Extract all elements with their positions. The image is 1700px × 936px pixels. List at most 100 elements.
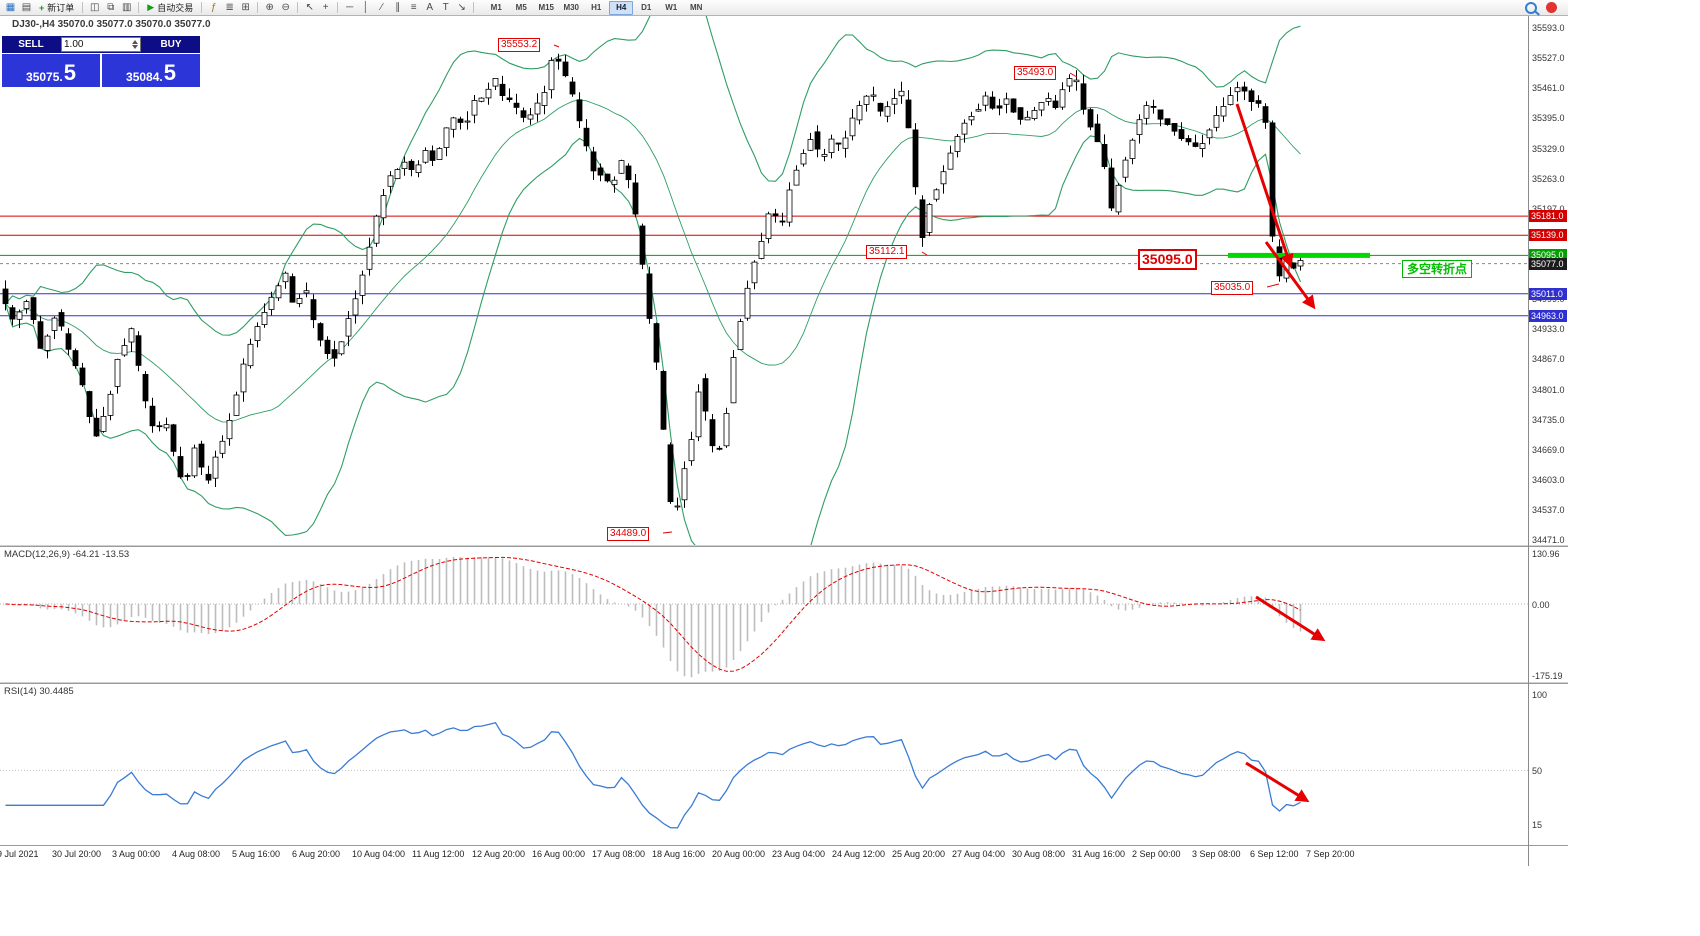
time-axis-label: 16 Aug 00:00 bbox=[532, 849, 586, 859]
price-label[interactable]: 35095.0 bbox=[1138, 249, 1197, 270]
rsi-panel[interactable]: RSI(14) 30.4485 bbox=[0, 684, 1528, 845]
app-icon[interactable]: ▦ bbox=[5, 2, 16, 13]
price-axis-tick: 34669.0 bbox=[1532, 444, 1565, 455]
indicators-icon[interactable]: ƒ bbox=[210, 2, 217, 13]
volume-input[interactable]: 1.00 bbox=[61, 37, 141, 52]
price-label[interactable]: 35035.0 bbox=[1211, 281, 1254, 295]
price-label[interactable]: 34489.0 bbox=[607, 527, 650, 541]
price-label[interactable]: 35553.2 bbox=[498, 38, 541, 52]
timeframe-m1-button[interactable]: M1 bbox=[490, 3, 502, 12]
time-axis: 29 Jul 2021 30 Jul 20:00 3 Aug 00:00 4 Aug … bbox=[0, 846, 1528, 866]
cursor-icon[interactable]: ↖ bbox=[305, 2, 314, 13]
auto-trading-button[interactable]: ▶ 自动交易 bbox=[143, 1, 197, 14]
rsi-trend-arrow[interactable] bbox=[1245, 761, 1310, 803]
window-tile-icon[interactable]: ◫ bbox=[90, 2, 100, 13]
macd-canvas[interactable] bbox=[0, 547, 1528, 682]
rsi-label: RSI(14) 30.4485 bbox=[4, 686, 74, 697]
profiles-icon[interactable]: ▥ bbox=[122, 2, 132, 13]
buy-price[interactable]: 35084. 5 bbox=[102, 54, 200, 87]
timeframe-w1-button[interactable]: W1 bbox=[665, 3, 678, 12]
timeframe-m5-button[interactable]: M5 bbox=[515, 3, 527, 12]
horizontal-line-icon[interactable]: ─ bbox=[346, 2, 354, 13]
time-axis-label: 25 Aug 20:00 bbox=[892, 849, 946, 859]
trendline-icon[interactable]: ∕ bbox=[380, 2, 383, 13]
timeframe-m15-button[interactable]: M15 bbox=[538, 3, 554, 12]
buy-price-big: 5 bbox=[163, 60, 176, 85]
timeframe-h4-button[interactable]: H4 bbox=[609, 0, 634, 15]
volume-spinner[interactable] bbox=[132, 40, 138, 49]
macd-trend-arrow[interactable] bbox=[1255, 595, 1326, 642]
price-axis-tick: 34537.0 bbox=[1532, 505, 1565, 516]
toolbar-separator bbox=[473, 2, 475, 13]
volume-down-icon[interactable] bbox=[132, 45, 138, 49]
time-axis-label: 27 Aug 04:00 bbox=[952, 849, 1006, 859]
macd-histogram bbox=[11, 556, 1302, 678]
price-axis-tick: 35593.0 bbox=[1532, 23, 1565, 33]
toolbar-separator bbox=[82, 2, 84, 13]
zoom-out-icon[interactable]: ⊖ bbox=[281, 2, 290, 13]
mt4-window: ▦ ▤ + 新订单 ◫ ⧉ ▥ ▶ 自动交易 ƒ ≣ ⊞ ⊕ ⊖ ↖ + ─ │ ∕ ∥ ≡ A T ↘ M1 M5 M15 M30 H… bbox=[0, 0, 1568, 866]
price-axis-tick: 34933.0 bbox=[1532, 324, 1565, 335]
channel-icon[interactable]: ∥ bbox=[395, 2, 401, 13]
notification-badge-icon[interactable] bbox=[1546, 2, 1557, 13]
volume-up-icon[interactable] bbox=[132, 40, 138, 44]
time-axis-label: 10 Aug 04:00 bbox=[352, 849, 406, 859]
rsi-canvas[interactable] bbox=[0, 684, 1528, 845]
time-axis-label: 17 Aug 08:00 bbox=[592, 849, 646, 859]
toolbar: ▦ ▤ + 新订单 ◫ ⧉ ▥ ▶ 自动交易 ƒ ≣ ⊞ ⊕ ⊖ ↖ + ─ │ ∕ ∥ ≡ A T ↘ M1 M5 M15 M30 H… bbox=[0, 0, 1568, 16]
toolbar-separator bbox=[138, 2, 140, 13]
macd-label: MACD(12,26,9) -64.21 -13.53 bbox=[4, 549, 130, 560]
timeframe-h1-button[interactable]: H1 bbox=[591, 3, 602, 12]
support-highlight-bar[interactable] bbox=[1228, 252, 1370, 258]
time-axis-label: 30 Jul 20:00 bbox=[52, 849, 102, 859]
time-axis-label: 30 Aug 08:00 bbox=[1012, 849, 1066, 859]
sell-price[interactable]: 35075. 5 bbox=[2, 54, 100, 87]
price-axis-badge: 34963.0 bbox=[1529, 309, 1567, 322]
new-window-icon[interactable]: ⊞ bbox=[241, 2, 250, 13]
rsi-panel-separator[interactable] bbox=[0, 682, 1568, 684]
macd-panel-separator[interactable] bbox=[0, 545, 1568, 547]
rsi-line bbox=[5, 721, 1301, 829]
zoom-in-icon[interactable]: ⊕ bbox=[265, 2, 274, 13]
window-cascade-icon[interactable]: ⧉ bbox=[107, 2, 115, 13]
price-axis-tick: 35461.0 bbox=[1532, 83, 1565, 94]
vertical-line-icon[interactable]: │ bbox=[362, 2, 369, 13]
sell-button[interactable]: SELL bbox=[18, 39, 44, 50]
timeframe-d1-button[interactable]: D1 bbox=[641, 3, 652, 12]
note-label[interactable]: 多空转折点 bbox=[1402, 260, 1473, 278]
sell-price-main: 35075. bbox=[26, 70, 63, 84]
sell-price-big: 5 bbox=[63, 60, 76, 85]
objects-list-icon[interactable]: ≣ bbox=[225, 2, 234, 13]
new-order-button[interactable]: + 新订单 bbox=[35, 1, 78, 14]
symbol-info: DJ30-,H4 35070.0 35077.0 35070.0 35077.0 bbox=[12, 19, 211, 30]
chart-window-icon[interactable]: ▤ bbox=[21, 2, 32, 13]
time-axis-separator bbox=[0, 845, 1568, 846]
text-label-icon[interactable]: T bbox=[442, 2, 449, 13]
crosshair-icon[interactable]: + bbox=[322, 2, 329, 13]
search-icon[interactable] bbox=[1525, 1, 1537, 14]
one-click-trading-panel: SELL 1.00 BUY 35075. 5 35084. 5 bbox=[2, 36, 200, 87]
trend-arrow[interactable] bbox=[1264, 241, 1316, 310]
macd-signal-line bbox=[5, 556, 1301, 672]
buy-price-main: 35084. bbox=[126, 70, 163, 84]
price-axis-badge: 35139.0 bbox=[1529, 229, 1567, 242]
main-chart[interactable]: DJ30-,H4 35070.0 35077.0 35070.0 35077.0… bbox=[0, 16, 1528, 545]
price-label[interactable]: 35112.1 bbox=[866, 245, 908, 259]
timeframe-mn-button[interactable]: MN bbox=[689, 3, 703, 12]
fibonacci-icon[interactable]: ≡ bbox=[410, 2, 417, 13]
timeframe-m30-button[interactable]: M30 bbox=[563, 3, 579, 12]
price-axis-badge: 35011.0 bbox=[1529, 287, 1567, 300]
arrow-object-icon[interactable]: ↘ bbox=[457, 2, 466, 13]
macd-axis-tick: 130.96 bbox=[1532, 549, 1560, 559]
price-label[interactable]: 35493.0 bbox=[1014, 66, 1057, 80]
macd-panel[interactable]: MACD(12,26,9) -64.21 -13.53 bbox=[0, 547, 1528, 682]
price-axis-separator bbox=[1528, 16, 1529, 866]
trend-arrow[interactable] bbox=[1235, 103, 1294, 268]
price-axis-tick: 35329.0 bbox=[1532, 143, 1565, 154]
macd-axis-tick: -175.19 bbox=[1532, 671, 1563, 681]
main-chart-canvas[interactable] bbox=[0, 16, 1528, 545]
text-icon[interactable]: A bbox=[426, 2, 434, 13]
buy-button[interactable]: BUY bbox=[160, 39, 182, 50]
toolbar-separator bbox=[257, 2, 259, 13]
rsi-axis-tick: 50 bbox=[1532, 766, 1543, 776]
